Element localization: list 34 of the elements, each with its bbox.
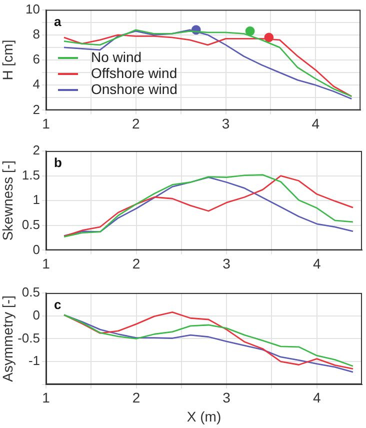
y-tick-label: 10	[26, 1, 40, 16]
annotation: c	[54, 297, 62, 312]
y-tick-label: 8	[32, 26, 40, 42]
x-tick-label: 4	[312, 115, 320, 132]
point	[245, 26, 255, 36]
y-tick-label: 1	[32, 192, 40, 208]
x-tick-label: 4	[312, 390, 321, 406]
x-tick-label: 4	[312, 255, 321, 272]
y-tick-label: 2	[32, 142, 40, 158]
x-axis-title: X (m)	[186, 408, 222, 424]
y-axis-title: H [cm]	[0, 40, 16, 80]
y-tick-label: 0.5	[22, 284, 40, 300]
y-tick-label: -1	[28, 353, 40, 368]
x-tick-label: 3	[222, 115, 230, 132]
y-tick-label: 0	[32, 307, 40, 322]
y-tick-label: 0.5	[22, 216, 40, 232]
x-tick-label: 3	[222, 390, 231, 406]
y-tick-label: 2	[32, 102, 40, 117]
legend-label: No wind	[91, 48, 142, 65]
legend-label: Onshore wind	[91, 80, 178, 97]
x-tick-label: 2	[132, 255, 140, 272]
x-tick-label: 2	[132, 390, 140, 406]
y-tick-label: 1.5	[22, 167, 40, 182]
y-axis-title: Asymmetry [-]	[0, 296, 16, 382]
annotation: b	[54, 155, 62, 170]
y-axis-title: Skewness [-]	[0, 160, 16, 241]
x-tick-label: 3	[222, 255, 231, 272]
legend-label: Offshore wind	[91, 64, 178, 81]
x-tick-label: 2	[132, 115, 140, 132]
annotation: a	[54, 14, 62, 29]
y-tick-label: 6	[32, 52, 40, 67]
y-tick-label: 4	[32, 76, 40, 92]
y-tick-label: 0	[32, 242, 40, 257]
y-tick-label: -0.5	[18, 330, 40, 346]
